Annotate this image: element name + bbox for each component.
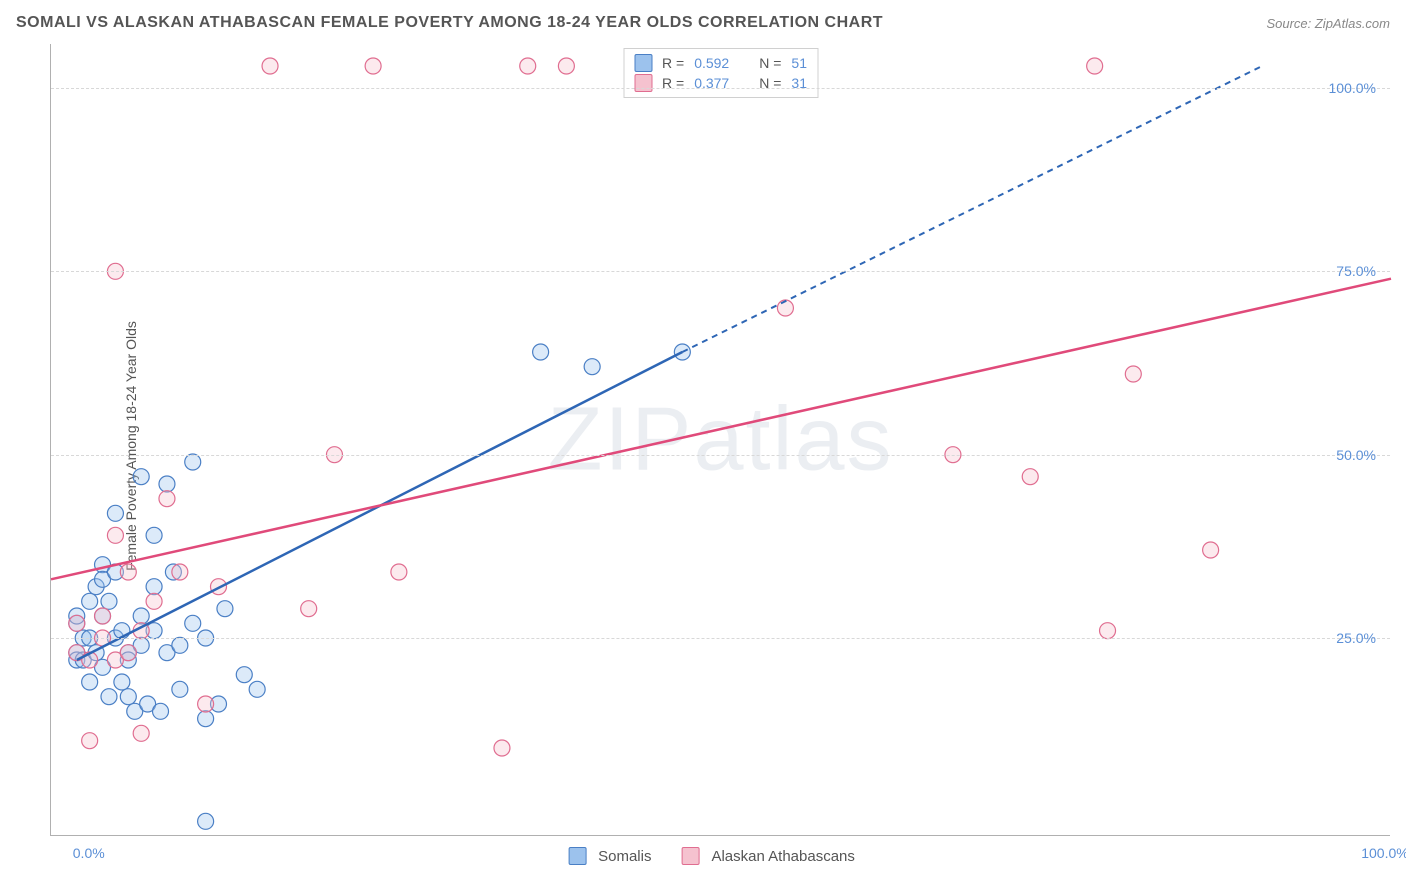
data-point — [236, 667, 252, 683]
legend-r-value: 0.592 — [694, 55, 729, 71]
data-point — [494, 740, 510, 756]
header: SOMALI VS ALASKAN ATHABASCAN FEMALE POVE… — [0, 8, 1406, 38]
data-point — [777, 300, 793, 316]
data-point — [198, 711, 214, 727]
data-point — [1100, 623, 1116, 639]
trendline — [51, 279, 1391, 580]
data-point — [133, 725, 149, 741]
legend-correlation-row: R = 0.592 N = 51 — [634, 53, 807, 73]
data-point — [249, 681, 265, 697]
data-point — [101, 689, 117, 705]
data-point — [391, 564, 407, 580]
chart-svg — [51, 44, 1390, 835]
chart-title: SOMALI VS ALASKAN ATHABASCAN FEMALE POVE… — [16, 14, 883, 32]
source-prefix: Source: — [1266, 16, 1314, 31]
y-tick-label: 100.0% — [1329, 80, 1376, 96]
data-point — [198, 696, 214, 712]
data-point — [95, 608, 111, 624]
data-point — [185, 454, 201, 470]
legend-swatch — [634, 74, 652, 92]
data-point — [217, 601, 233, 617]
legend-swatch — [634, 54, 652, 72]
data-point — [584, 359, 600, 375]
data-point — [172, 564, 188, 580]
data-point — [172, 681, 188, 697]
data-point — [146, 579, 162, 595]
data-point — [82, 733, 98, 749]
data-point — [133, 469, 149, 485]
data-point — [153, 703, 169, 719]
legend-series-label: Alaskan Athabascans — [711, 848, 854, 865]
legend-correlation: R = 0.592 N = 51 R =0.377N =31 — [623, 48, 818, 98]
y-tick-label: 25.0% — [1336, 630, 1376, 646]
data-point — [159, 491, 175, 507]
legend-swatch — [568, 847, 586, 865]
data-point — [101, 593, 117, 609]
data-point — [198, 813, 214, 829]
data-point — [82, 674, 98, 690]
data-point — [1087, 58, 1103, 74]
data-point — [1203, 542, 1219, 558]
legend-correlation-row: R =0.377N =31 — [634, 73, 807, 93]
data-point — [107, 505, 123, 521]
legend-swatch — [681, 847, 699, 865]
data-point — [558, 58, 574, 74]
gridline — [51, 638, 1390, 639]
data-point — [1022, 469, 1038, 485]
legend-r-label: R = — [662, 55, 684, 71]
data-point — [262, 58, 278, 74]
data-point — [107, 527, 123, 543]
data-point — [533, 344, 549, 360]
data-point — [146, 527, 162, 543]
data-point — [1125, 366, 1141, 382]
gridline — [51, 88, 1390, 89]
gridline — [51, 271, 1390, 272]
trendline-extrapolated — [682, 66, 1262, 352]
gridline — [51, 455, 1390, 456]
data-point — [120, 645, 136, 661]
data-point — [159, 476, 175, 492]
y-tick-label: 50.0% — [1336, 447, 1376, 463]
source-attribution: Source: ZipAtlas.com — [1266, 16, 1390, 31]
data-point — [133, 608, 149, 624]
legend-series: Somalis Alaskan Athabascans — [568, 847, 873, 865]
legend-series-label: Somalis — [598, 848, 651, 865]
data-point — [120, 689, 136, 705]
plot-area: ZIPatlas R =0.592N =51R =0.377N =31 Soma… — [50, 44, 1390, 836]
source-name: ZipAtlas.com — [1315, 16, 1390, 31]
data-point — [82, 593, 98, 609]
data-point — [172, 637, 188, 653]
data-point — [520, 58, 536, 74]
data-point — [365, 58, 381, 74]
data-point — [120, 564, 136, 580]
data-point — [185, 615, 201, 631]
data-point — [69, 615, 85, 631]
data-point — [301, 601, 317, 617]
x-tick-label: 0.0% — [73, 845, 105, 861]
data-point — [146, 593, 162, 609]
legend-n-value: 51 — [791, 55, 807, 71]
legend-n-label: N = — [759, 55, 781, 71]
y-tick-label: 75.0% — [1336, 263, 1376, 279]
x-tick-label: 100.0% — [1361, 845, 1406, 861]
data-point — [114, 674, 130, 690]
